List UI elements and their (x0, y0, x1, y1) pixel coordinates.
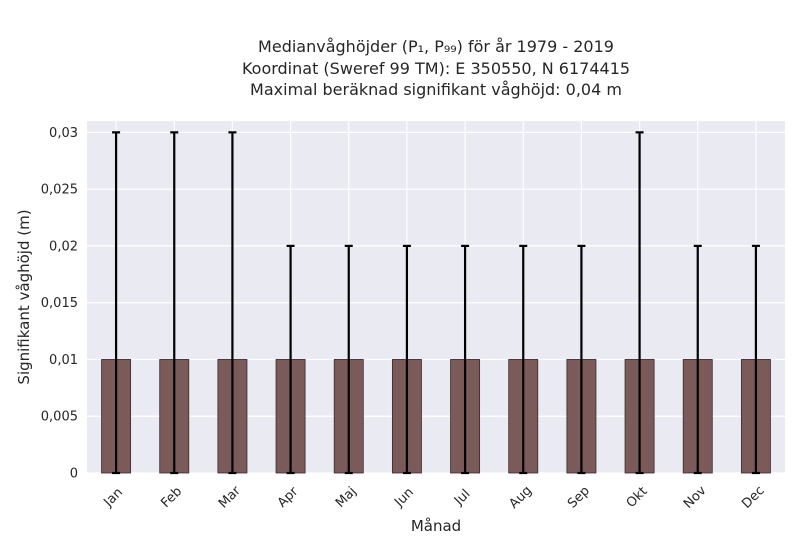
y-tick-label: 0,005 (41, 410, 78, 425)
x-tick-label: Nov (681, 483, 710, 512)
y-tick-label: 0,015 (41, 296, 78, 311)
x-tick-labels: Jan Feb Mar Apr Maj Jun Jul Aug Sep Okt Nov Dec (101, 483, 768, 512)
y-tick-label: 0,025 (41, 183, 78, 198)
x-tick-label: Jun (391, 485, 417, 511)
chart-title: Medianvåghöjder (P₁, P₉₉) för år 1979 - … (242, 37, 630, 99)
x-tick-label: Mar (216, 483, 244, 511)
x-tick-label: Apr (275, 484, 302, 511)
x-tick-label: Dec (739, 483, 767, 511)
y-tick-label: 0,01 (49, 353, 78, 368)
y-tick-labels: 0 0,005 0,01 0,015 0,02 0,025 0,03 (41, 126, 78, 482)
x-tick-label: Okt (624, 484, 651, 511)
x-axis-label: Månad (411, 517, 461, 535)
y-tick-label: 0,03 (49, 126, 78, 141)
x-tick-label: Aug (506, 483, 535, 512)
error-layer (112, 131, 760, 475)
plot-area (87, 121, 785, 473)
y-tick-label: 0 (70, 467, 78, 482)
x-tick-label: Jul (451, 487, 473, 509)
x-tick-label: Sep (565, 484, 593, 512)
title-line-3: Maximal beräknad signifikant våghöjd: 0,… (250, 80, 622, 99)
x-tick-label: Jan (101, 485, 126, 510)
y-axis-label: Signifikant våghöjd (m) (15, 209, 33, 384)
x-tick-label: Feb (158, 484, 185, 511)
title-line-1: Medianvåghöjder (P₁, P₉₉) för år 1979 - … (258, 37, 614, 56)
x-tick-label: Maj (333, 484, 360, 511)
y-tick-label: 0,02 (49, 239, 78, 254)
title-line-2: Koordinat (Sweref 99 TM): E 350550, N 61… (242, 59, 630, 78)
